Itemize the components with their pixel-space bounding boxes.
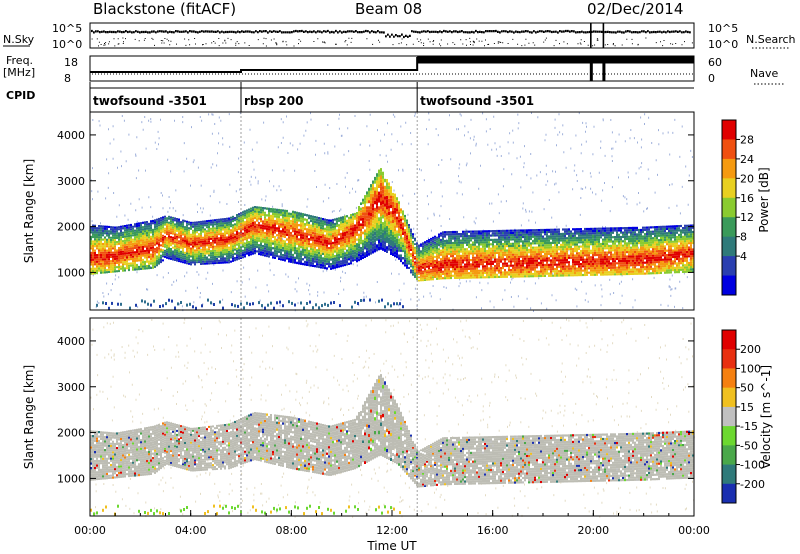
range-tick-label: 1000 — [57, 472, 85, 485]
nave-label: Nave — [750, 67, 778, 80]
power-panel: 1000 2000 3000 4000 Slant Range [km] — [22, 111, 695, 312]
power-ylabel: Slant Range [km] — [22, 159, 36, 263]
nsky-trace — [91, 29, 691, 39]
colorbar-swatch — [722, 217, 736, 238]
colorbar-tick-label: 24 — [740, 153, 754, 166]
nsky-label: N.Sky — [3, 33, 35, 46]
colorbar-swatch — [722, 387, 736, 408]
range-tick-label: 1000 — [57, 266, 85, 279]
colorbar-swatch — [722, 464, 736, 485]
nave-tick-low: 0 — [708, 72, 715, 85]
cpid-segment-label: rbsp 200 — [244, 94, 303, 108]
time-tick-label: 16:00 — [477, 524, 509, 537]
freq-spike — [589, 56, 593, 81]
colorbar-swatch — [722, 330, 736, 350]
time-tick-label: 08:00 — [275, 524, 307, 537]
colorbar-swatch — [722, 256, 736, 277]
nsearch-trace — [91, 37, 693, 47]
colorbar-tick-label: 50 — [740, 382, 754, 395]
cpid-panel: CPID twofsound -3501 rbsp 200 twofsound -3… — [6, 82, 694, 112]
range-tick-label: 4000 — [57, 335, 85, 348]
nave-tick-high: 60 — [708, 56, 722, 69]
range-tick-label: 3000 — [57, 175, 85, 188]
power-colorbar-label: Power [dB] — [757, 167, 771, 232]
colorbar-tick-label: 12 — [740, 211, 754, 224]
nave-band — [417, 56, 694, 64]
velocity-ylabel: Slant Range [km] — [22, 365, 36, 469]
colorbar-tick-label: 28 — [740, 133, 754, 146]
freq-tick-high: 18 — [64, 56, 78, 69]
date-title: 02/Dec/2014 — [587, 0, 683, 18]
colorbar-swatch — [722, 120, 736, 140]
colorbar-tick-label: -100 — [740, 459, 765, 472]
cpid-segment-label: twofsound -3501 — [93, 94, 207, 108]
colorbar-swatch — [722, 275, 736, 296]
colorbar-tick-label: -15 — [740, 420, 758, 433]
colorbar-swatch — [722, 349, 736, 369]
noise-left-tick-high: 10^5 — [52, 22, 82, 35]
velocity-panel: 1000 2000 3000 4000 Slant Range [km] — [22, 317, 695, 518]
colorbar-swatch — [722, 178, 736, 199]
freq-label-line2: [MHz] — [3, 66, 35, 79]
colorbar-swatch — [722, 197, 736, 218]
time-tick-label: 00:00 — [74, 524, 106, 537]
beam-title: Beam 08 — [355, 0, 422, 18]
freq-label-line1: Freq. — [6, 54, 33, 67]
colorbar-tick-label: 20 — [740, 172, 754, 185]
noise-right-tick-high: 10^5 — [708, 22, 738, 35]
nsearch-label: N.Search — [746, 33, 796, 46]
cpid-segment-label: twofsound -3501 — [420, 94, 534, 108]
velocity-colorbar: 200 100 50 15 -15 -50 -100 -200 Velocity [m s^-… — [721, 329, 773, 504]
colorbar-swatch — [722, 406, 736, 427]
range-tick-label: 4000 — [57, 129, 85, 142]
time-tick-label: 20:00 — [577, 524, 609, 537]
colorbar-swatch — [722, 426, 736, 446]
x-axis-label: Time UT — [366, 539, 417, 553]
power-colorbar: 28 24 20 16 12 8 4 Power [dB] — [721, 119, 771, 296]
colorbar-swatch — [722, 139, 736, 160]
colorbar-swatch — [722, 445, 736, 466]
colorbar-tick-label: 8 — [740, 231, 747, 244]
colorbar-tick-label: 200 — [740, 343, 761, 356]
colorbar-tick-label: 15 — [740, 401, 754, 414]
colorbar-tick-label: 4 — [740, 250, 747, 263]
time-tick-label: 04:00 — [175, 524, 207, 537]
radar-title: Blackstone (fitACF) — [93, 0, 236, 18]
colorbar-swatch — [722, 236, 736, 257]
time-axis: 00:00 04:00 08:00 12:00 16:00 20:00 00:00 — [74, 510, 710, 537]
range-tick-label: 3000 — [57, 381, 85, 394]
colorbar-swatch — [722, 483, 736, 504]
colorbar-tick-label: -200 — [740, 478, 765, 491]
velocity-colorbar-label: Velocity [m s^-1] — [759, 365, 773, 469]
noise-left-tick-low: 10^0 — [52, 38, 82, 51]
time-tick-label: 12:00 — [376, 524, 408, 537]
time-tick-label: 00:00 — [678, 524, 710, 537]
colorbar-swatch — [722, 368, 736, 389]
freq-nave-panel: Freq. [MHz] 18 8 60 0 Nave — [3, 54, 784, 85]
range-tick-label: 2000 — [57, 427, 85, 440]
noise-panel: N.Sky 10^5 10^0 10^5 10^0 N.Search — [3, 22, 796, 51]
colorbar-swatch — [722, 158, 736, 179]
colorbar-tick-label: -50 — [740, 439, 758, 452]
colorbar-tick-label: 100 — [740, 362, 761, 375]
range-tick-label: 2000 — [57, 221, 85, 234]
freq-tick-low: 8 — [64, 72, 71, 85]
noise-right-tick-low: 10^0 — [708, 38, 738, 51]
colorbar-tick-label: 16 — [740, 192, 754, 205]
freq-spike — [602, 56, 606, 81]
cpid-label: CPID — [6, 89, 35, 102]
